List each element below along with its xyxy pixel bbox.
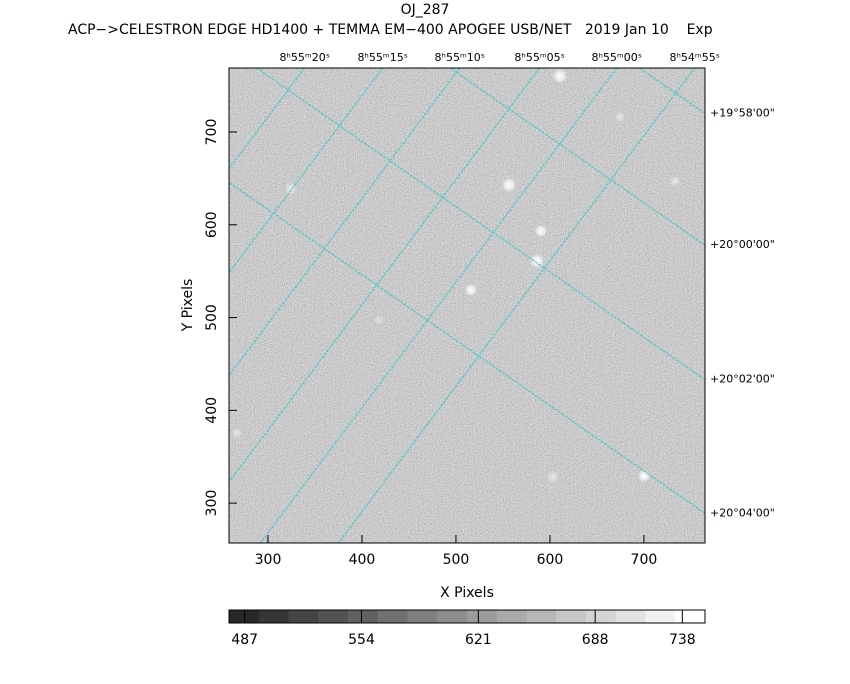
colorbar-step <box>675 610 706 623</box>
y-tick-label: 700 <box>204 119 220 146</box>
ra-grid-line <box>337 68 696 543</box>
x-axis-label: X Pixels <box>440 585 494 601</box>
x-tick-label: 400 <box>349 552 376 568</box>
dec-grid-line <box>255 68 705 381</box>
ra-grid-line <box>229 68 306 170</box>
y-tick-label: 600 <box>204 211 220 238</box>
y-tick-label: 300 <box>204 490 220 517</box>
colorbar-tick-label: 688 <box>582 632 609 648</box>
chart-subtitle: ACP−>CELESTRON EDGE HD1400 + TEMMA EM−40… <box>68 22 713 38</box>
x2-tick-label: 8ʰ54ᵐ55ˢ <box>669 51 719 64</box>
colorbar-step <box>556 610 587 623</box>
x2-tick-label: 8ʰ55ᵐ20ˢ <box>279 51 329 64</box>
x-tick-label: 700 <box>631 552 658 568</box>
colorbar-step <box>407 610 438 623</box>
colorbar-step <box>526 610 557 623</box>
y2-tick-label: +20°02'00" <box>710 373 775 386</box>
colorbar-step <box>377 610 408 623</box>
x2-tick-label: 8ʰ55ᵐ00ˢ <box>591 51 641 64</box>
x-tick-label: 300 <box>255 552 282 568</box>
y-axis-label: Y Pixels <box>180 279 196 333</box>
stars <box>232 69 680 483</box>
coordinate-grid <box>229 68 705 543</box>
colorbar-step <box>348 610 379 623</box>
plot-frame <box>228 67 706 544</box>
colorbar-step <box>467 610 498 623</box>
ra-grid-line <box>229 68 384 274</box>
dec-grid-line <box>229 181 705 514</box>
y-tick-label: 400 <box>204 397 220 424</box>
y2-tick-label: +19°58'00" <box>710 106 775 119</box>
colorbar-tick-label: 621 <box>465 632 492 648</box>
colorbar-frame <box>228 609 706 624</box>
x2-tick-label: 8ʰ55ᵐ15ˢ <box>357 51 407 64</box>
y2-tick-label: +20°04'00" <box>710 506 775 519</box>
colorbar-step <box>496 610 527 623</box>
x2-tick-label: 8ʰ55ᵐ10ˢ <box>435 51 485 64</box>
colorbar-step <box>318 610 349 623</box>
colorbar-tick-label: 738 <box>669 632 696 648</box>
y-tick-label: 500 <box>204 304 220 331</box>
dec-grid-line <box>449 68 705 246</box>
x2-tick-label: 8ʰ55ᵐ05ˢ <box>514 51 564 64</box>
colorbar-step <box>645 610 676 623</box>
colorbar-step <box>229 610 260 623</box>
colorbar-step <box>288 610 319 623</box>
colorbar-tick-label: 487 <box>231 632 258 648</box>
ra-grid-line <box>229 68 541 484</box>
image <box>228 67 706 544</box>
chart-title: OJ_287 <box>401 2 450 18</box>
x-tick-label: 600 <box>537 552 564 568</box>
image-noise <box>229 68 705 543</box>
colorbar-step <box>437 610 468 623</box>
colorbar-step <box>586 610 617 623</box>
x-tick-label: 500 <box>443 552 470 568</box>
colorbar-step <box>615 610 646 623</box>
y2-tick-label: +20°00'00" <box>710 238 775 251</box>
colorbar-step <box>258 610 289 623</box>
colorbar-tick-label: 554 <box>348 632 375 648</box>
ra-grid-line <box>229 68 461 377</box>
ra-grid-line <box>259 68 618 543</box>
